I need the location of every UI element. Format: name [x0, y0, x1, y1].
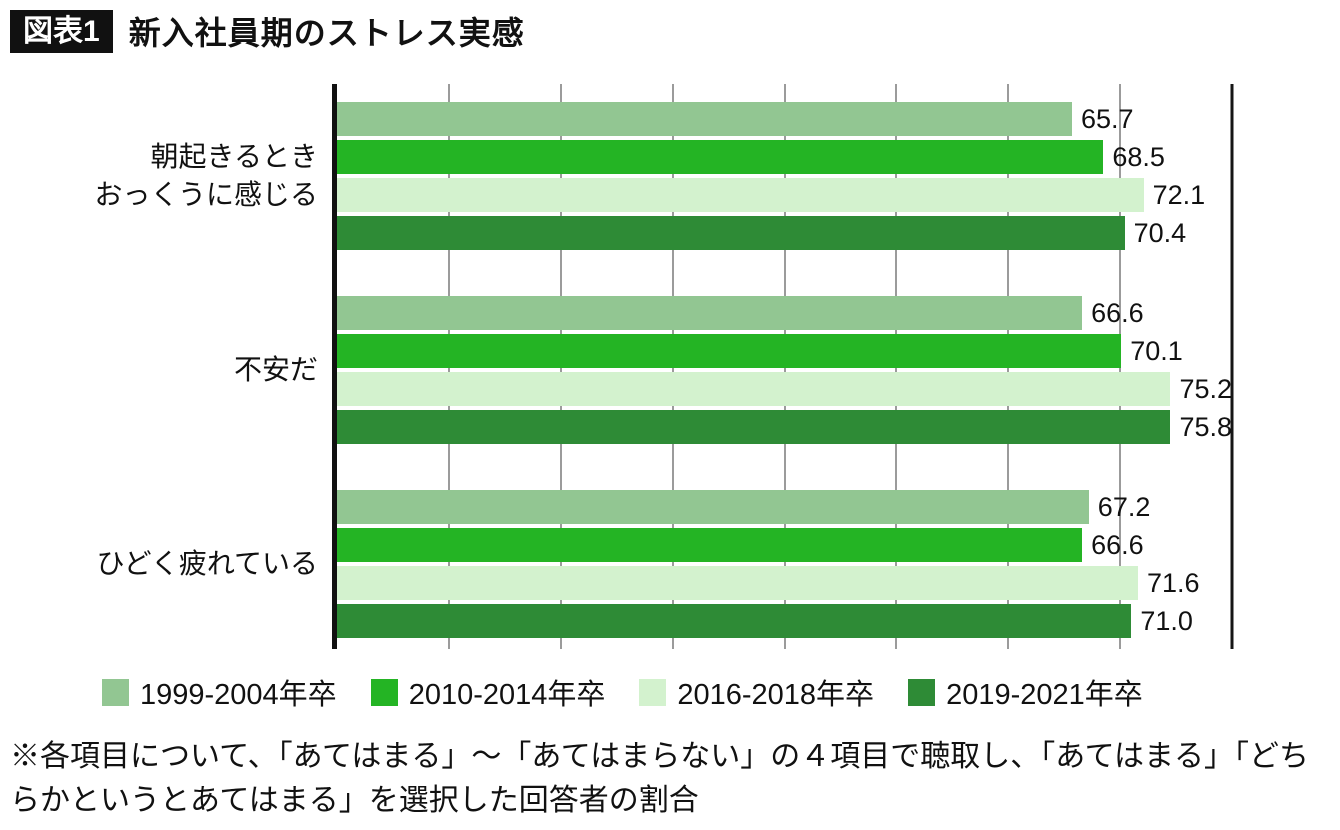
chart-right-border: [1230, 84, 1234, 649]
bar-row: 66.6: [337, 296, 1232, 330]
bar-group: 65.7 68.5 72.1 70.4: [337, 102, 1232, 250]
figure-badge: 図表1: [10, 9, 113, 53]
category-label: ひどく疲れている: [96, 548, 318, 580]
bar-groups: 65.7 68.5 72.1 70.4 66.6 70.1 75.2 75.8 67.2 66.6…: [337, 84, 1232, 638]
bar-value-label: 67.2: [1097, 491, 1151, 522]
bar-row: 65.7: [337, 102, 1232, 136]
legend-label: 2016-2018年卒: [677, 679, 875, 711]
bar-row: 66.6: [337, 528, 1232, 562]
bar-value-label: 68.5: [1112, 141, 1165, 172]
bar-group: 67.2 66.6 71.6 71.0: [337, 490, 1232, 638]
bar: [337, 566, 1139, 600]
bar-value-label: 66.6: [1091, 297, 1144, 328]
legend-swatch: [908, 678, 936, 706]
plot-area: 65.7 68.5 72.1 70.4 66.6 70.1 75.2 75.8 67.2 66.6…: [332, 84, 1234, 649]
bar-row: 71.0: [337, 604, 1232, 638]
figure-header: 図表1 新入社員期のストレス実感: [10, 8, 1326, 54]
bar: [337, 372, 1171, 406]
bar-row: 72.1: [337, 178, 1232, 212]
bar: [337, 334, 1122, 368]
legend: 1999-2004年卒 2010-2014年卒 2016-2018年卒 2019-20…: [10, 671, 1326, 713]
bar-value-label: 71.0: [1140, 605, 1193, 636]
bar: [337, 140, 1104, 174]
category-label: 不安だ: [233, 354, 318, 386]
bar: [337, 490, 1089, 524]
bar: [337, 410, 1171, 444]
figure-title: 新入社員期のストレス実感: [128, 15, 525, 51]
bar: [337, 216, 1125, 250]
legend-swatch: [102, 678, 129, 706]
footnote: ※各項目について、「あてはまる」～「あてはまらない」の４項目で聴取し、「あてはま…: [10, 740, 1309, 817]
bar-value-label: 66.6: [1091, 529, 1144, 560]
bar-group: 66.6 70.1 75.2 75.8: [337, 296, 1232, 444]
bar: [337, 178, 1144, 212]
bar-row: 75.8: [337, 410, 1232, 444]
bar-row: 68.5: [337, 140, 1232, 174]
legend-label: 2019-2021年卒: [946, 679, 1143, 711]
legend-swatch: [639, 678, 667, 706]
bar: [337, 102, 1073, 136]
legend-item: 2019-2021年卒: [908, 671, 1143, 713]
bar-row: 67.2: [337, 490, 1232, 524]
bar-row: 75.2: [337, 372, 1232, 406]
bar-value-label: 70.4: [1133, 217, 1187, 248]
bar: [337, 296, 1083, 330]
bar-value-label: 65.7: [1081, 103, 1134, 134]
category-labels: 朝起きるとき おっくうに感じる不安だひどく疲れている: [10, 84, 332, 649]
chart: 朝起きるとき おっくうに感じる不安だひどく疲れている 65.7 68.5 72.1 7…: [10, 84, 1326, 649]
bar: [337, 604, 1132, 638]
legend-swatch: [370, 678, 398, 706]
bar-row: 70.1: [337, 334, 1232, 368]
bar-value-label: 71.6: [1147, 567, 1200, 598]
bar-row: 71.6: [337, 566, 1232, 600]
category-label: 朝起きるとき おっくうに感じる: [94, 141, 318, 210]
legend-label: 2010-2014年卒: [408, 679, 606, 711]
bar: [337, 528, 1083, 562]
bar-value-label: 75.8: [1179, 411, 1232, 442]
bar-row: 70.4: [337, 216, 1232, 250]
bar-value-label: 70.1: [1130, 335, 1183, 366]
legend-label: 1999-2004年卒: [140, 679, 337, 711]
bar-value-label: 72.1: [1152, 179, 1206, 210]
bar-value-label: 75.2: [1179, 373, 1232, 404]
legend-item: 2010-2014年卒: [370, 671, 606, 713]
legend-item: 1999-2004年卒: [102, 671, 337, 713]
legend-item: 2016-2018年卒: [639, 671, 874, 713]
